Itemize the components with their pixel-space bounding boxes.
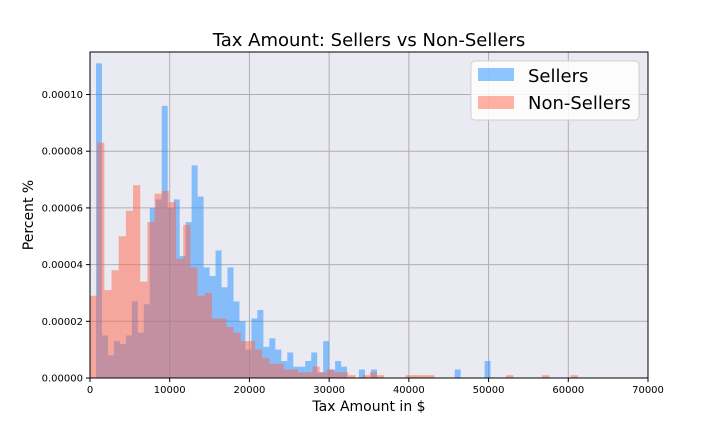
x-tick-label: 50000 [473,385,505,396]
histogram-bar [323,341,330,378]
histogram-bar [326,369,334,378]
y-axis-ticks: 0.00000 0.00002 0.00004 0.00006 0.00008 0.000… [42,90,90,385]
histogram-bar [319,372,327,378]
histogram-bar [359,369,366,378]
y-axis-label: Percent % [21,180,37,250]
y-tick-label: 0.00006 [42,203,83,214]
histogram-bar [183,224,191,378]
histogram-bar [140,281,148,378]
histogram-bar [312,366,320,378]
histogram-bar [570,375,578,378]
histogram-bar [412,375,421,378]
histogram-bar [262,358,270,378]
histogram-bar [287,352,294,378]
histogram-bar [104,290,112,378]
histogram-bar [161,190,169,378]
histogram-bar [369,372,377,378]
histogram-bar [226,326,234,378]
x-tick-label: 10000 [154,385,186,396]
legend-label-sellers: Sellers [528,66,588,87]
histogram-bar [111,270,119,378]
legend-label-non-sellers: Non-Sellers [528,93,631,114]
histogram-bar [227,267,234,378]
bars [90,63,578,378]
histogram-bar [97,142,105,378]
chart-title: Tax Amount: Sellers vs Non-Sellers [212,30,526,51]
histogram-bar [247,341,256,378]
legend-swatch-non-sellers [478,96,514,109]
histogram-bar [311,352,318,378]
series-non-sellers [90,142,578,378]
histogram-bar [348,375,356,378]
histogram-bar [215,250,222,378]
histogram-bar [341,372,349,378]
histogram-bar [190,267,198,378]
y-tick-label: 0.00010 [42,90,83,101]
histogram-bar [362,375,370,378]
histogram-bar [290,369,299,378]
histogram-bar [118,236,126,378]
x-tick-label: 70000 [632,385,664,396]
y-tick-label: 0.00008 [42,147,83,158]
histogram-bar [257,309,264,378]
histogram-bar [233,332,241,378]
y-tick-label: 0.00002 [42,317,83,328]
histogram-bar [255,349,263,378]
histogram-bar [176,258,184,378]
histogram-bar [211,318,220,378]
histogram-bar [427,375,435,378]
x-tick-label: 20000 [234,385,266,396]
x-tick-label: 0 [87,385,93,396]
histogram-bar [197,295,205,378]
histogram-bar [240,341,248,378]
x-tick-label: 60000 [552,385,584,396]
histogram-bar [283,369,291,378]
histogram-bar [125,210,134,378]
histogram-bar [204,292,212,378]
histogram-bar [154,193,162,378]
histogram-bar [335,360,342,378]
histogram-bar [333,372,342,378]
histogram-bar [506,375,514,378]
histogram-bar [305,360,312,378]
histogram-bar [376,375,385,378]
histogram-bar [269,338,276,378]
y-tick-label: 0.00000 [42,374,83,385]
histogram-bar [147,222,155,378]
y-tick-label: 0.00004 [42,260,83,271]
legend-swatch-sellers [478,68,514,81]
histogram-bar [305,372,313,378]
histogram-bar [405,375,413,378]
histogram-bar [90,295,98,378]
histogram-bar [197,196,204,378]
histogram-bar [420,375,428,378]
x-axis-label: Tax Amount in $ [311,399,425,415]
histogram-bar [541,375,550,378]
x-axis-ticks: 0 10000 20000 30000 40000 50000 60000 70000 [87,378,664,396]
histogram-bar [133,185,141,378]
histogram-bar [484,360,491,378]
histogram-bar [298,372,306,378]
histogram-bar [276,363,284,378]
histogram-bar [219,318,227,378]
histogram-bar [168,202,177,378]
legend: Sellers Non-Sellers [470,60,640,121]
histogram-bar [269,363,277,378]
histogram-bar [454,369,461,378]
x-tick-label: 40000 [393,385,425,396]
x-tick-label: 30000 [313,385,345,396]
plot-frame [89,51,649,379]
